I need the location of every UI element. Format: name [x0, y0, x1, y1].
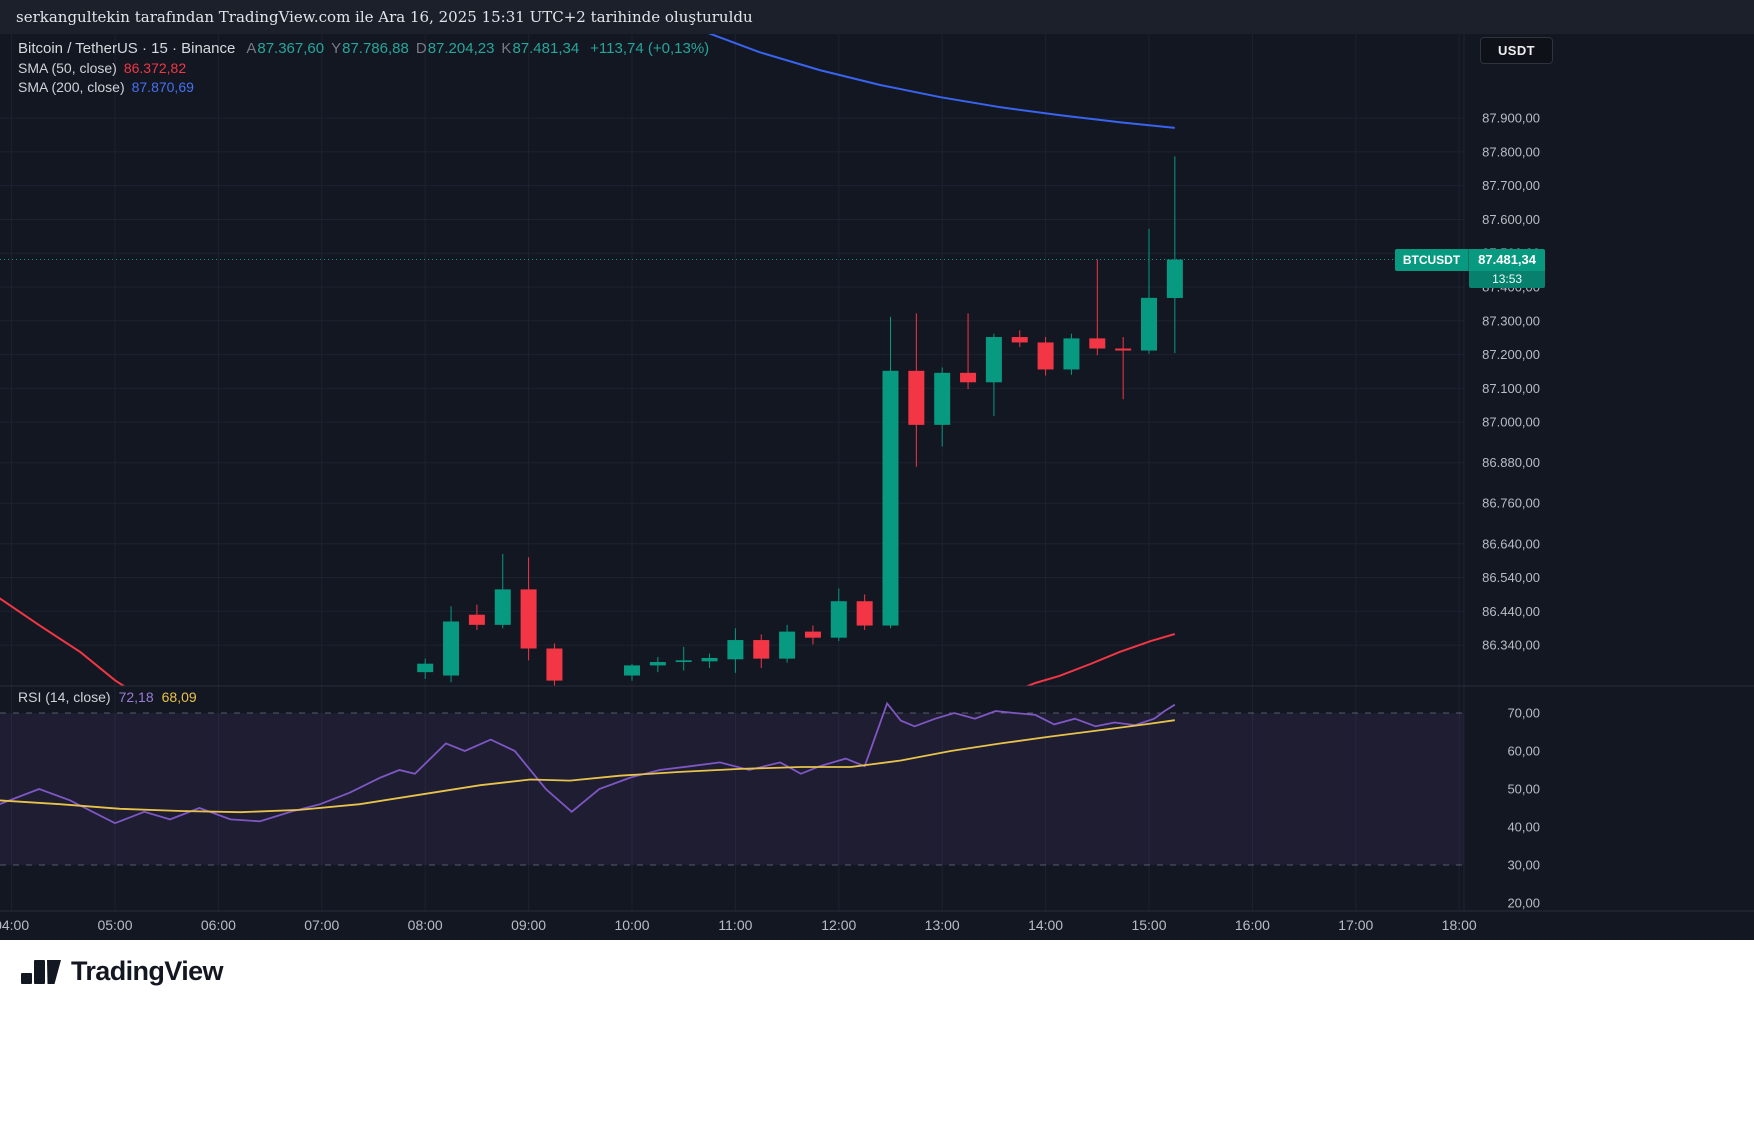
footer: TradingView [0, 940, 1754, 1127]
candle-body [1141, 297, 1157, 351]
candle-body [830, 601, 847, 638]
time-axis-label[interactable]: 15:00 [1131, 917, 1166, 933]
rsi-axis-label[interactable]: 40,00 [1507, 820, 1540, 835]
candle-body [908, 370, 925, 425]
attribution-text: serkangultekin tarafından TradingView.co… [16, 8, 753, 26]
candle-body [985, 337, 1002, 383]
time-axis-label[interactable]: 12:00 [821, 917, 856, 933]
time-axis-label[interactable]: 16:00 [1235, 917, 1270, 933]
candle-body [675, 660, 692, 663]
price-badge: BTCUSDT 87.481,34 13:53 [1394, 248, 1545, 288]
candle-body [1063, 338, 1080, 370]
time-axis-label[interactable]: 14:00 [1028, 917, 1063, 933]
rsi-axis-label[interactable]: 50,00 [1507, 781, 1540, 796]
chart-background [0, 34, 1754, 940]
time-axis-label[interactable]: 08:00 [408, 917, 443, 933]
candle-body [1089, 338, 1106, 349]
candle-body [1115, 348, 1132, 351]
candles-layer [417, 156, 1183, 686]
sma200-line [707, 34, 1175, 129]
price-badge-values: 87.481,34 13:53 [1469, 248, 1545, 288]
price-badge-price: 87.481,34 [1469, 248, 1545, 271]
candle-body [546, 648, 563, 681]
price-axis-label[interactable]: 87.600,00 [1482, 212, 1540, 227]
price-axis-label[interactable]: 87.900,00 [1482, 111, 1540, 126]
price-axis-label[interactable]: 87.100,00 [1482, 381, 1540, 396]
rsi-band-layer [0, 712, 1464, 866]
price-axis-label[interactable]: 87.200,00 [1482, 347, 1540, 362]
chart-canvas[interactable]: 04:00 05:00 06:00 07:00 08:00 09:00 10:00 11:00… [0, 34, 1754, 940]
price-axis-label[interactable]: 87.800,00 [1482, 144, 1540, 159]
price-axis-label[interactable]: 86.340,00 [1482, 638, 1540, 653]
indicator-lines-layer [0, 34, 1176, 825]
attribution-bar: serkangultekin tarafından TradingView.co… [0, 0, 1754, 34]
time-axis-label[interactable]: 05:00 [97, 917, 132, 933]
candle-body [804, 631, 821, 638]
time-axis-label[interactable]: 13:00 [925, 917, 960, 933]
candle-body [649, 662, 666, 666]
chart-area: 04:00 05:00 06:00 07:00 08:00 09:00 10:00 11:00… [0, 34, 1754, 940]
tradingview-logo-icon [21, 959, 61, 984]
rsi-axis-label[interactable]: 70,00 [1507, 705, 1540, 720]
candle-body [779, 631, 796, 659]
price-axis-label[interactable]: 87.700,00 [1482, 178, 1540, 193]
candle-body [701, 657, 718, 662]
rsi-axis-label[interactable]: 30,00 [1507, 858, 1540, 873]
axes-layer[interactable]: 04:00 05:00 06:00 07:00 08:00 09:00 10:00 11:00… [0, 111, 1540, 933]
price-axis-label[interactable]: 86.880,00 [1482, 455, 1540, 470]
tradingview-wordmark: TradingView [71, 956, 224, 986]
price-axis-label[interactable]: 86.540,00 [1482, 570, 1540, 585]
price-badge-symbol: BTCUSDT [1394, 248, 1470, 271]
candle-body [934, 372, 951, 425]
candle-body [443, 621, 460, 676]
time-axis-label[interactable]: 04:00 [0, 917, 29, 933]
price-axis-label[interactable]: 87.000,00 [1482, 415, 1540, 430]
candle-body [468, 614, 485, 625]
candle-body [856, 601, 873, 626]
candle-body [1166, 259, 1183, 298]
rsi-axis-label[interactable]: 20,00 [1507, 896, 1540, 911]
candle-body [882, 370, 899, 626]
price-axis-label[interactable]: 86.760,00 [1482, 496, 1540, 511]
candle-body [520, 589, 537, 649]
candle-body [624, 665, 640, 676]
price-axis-label[interactable]: 86.640,00 [1482, 536, 1540, 551]
sma50-line [0, 597, 1176, 686]
price-axis-label[interactable]: 87.300,00 [1482, 313, 1540, 328]
candle-body [727, 640, 744, 660]
candle-body [1011, 337, 1028, 343]
time-axis-label[interactable]: 06:00 [201, 917, 236, 933]
rsi-axis-label[interactable]: 60,00 [1507, 743, 1540, 758]
currency-toggle-button[interactable]: USDT [1480, 37, 1553, 64]
time-axis-label[interactable]: 07:00 [304, 917, 339, 933]
candle-body [1037, 342, 1054, 370]
time-axis-label[interactable]: 10:00 [614, 917, 649, 933]
price-badge-countdown: 13:53 [1469, 270, 1545, 288]
candle-body [417, 663, 434, 673]
rsi-line [0, 701, 1176, 825]
rsi-ma-line [0, 719, 1175, 814]
candle-body [494, 589, 511, 625]
grid-layer [0, 34, 1464, 911]
overlays-layer [0, 34, 1754, 912]
time-axis-label[interactable]: 18:00 [1442, 917, 1477, 933]
candle-body [960, 372, 977, 383]
tradingview-logo[interactable]: TradingView [21, 956, 224, 987]
price-axis-label[interactable]: 86.440,00 [1482, 604, 1540, 619]
time-axis-label[interactable]: 09:00 [511, 917, 546, 933]
time-axis-label[interactable]: 17:00 [1338, 917, 1373, 933]
time-axis-label[interactable]: 11:00 [718, 917, 752, 933]
rsi-band [0, 712, 1464, 866]
candle-body [753, 640, 770, 659]
